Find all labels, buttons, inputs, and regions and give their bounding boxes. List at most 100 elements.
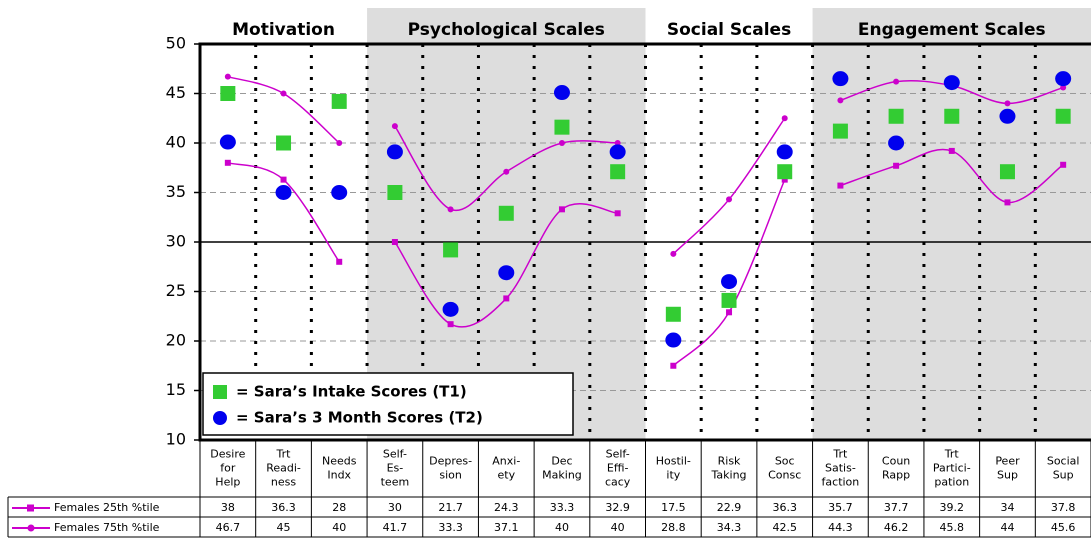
table-cell: 37.7 [884, 501, 909, 514]
percentile-marker [280, 176, 287, 183]
score-marker [220, 86, 236, 101]
percentile-marker [224, 159, 231, 166]
table-cell: 33.3 [438, 521, 463, 534]
data-table: Desire for Help Trt Readi-ness Needs Indx Self-… [7, 440, 1091, 538]
table-cell: 40 [611, 521, 625, 534]
table-cell: 38 [221, 501, 235, 514]
y-tick-label: 10 [166, 430, 186, 449]
category-label: Coun Rapp [882, 455, 910, 482]
percentile-marker [1004, 100, 1011, 107]
percentile-marker [280, 90, 287, 97]
table-cell: 34.3 [717, 521, 742, 534]
grid: 10 15 20 25 30 35 40 45 50 [166, 34, 1091, 449]
category-label: Hostil-ity [656, 455, 691, 482]
score-marker [443, 242, 459, 258]
category-label: Depres-sion [429, 455, 472, 482]
percentile-marker [447, 206, 454, 213]
percentile-marker [781, 176, 788, 183]
category-label: Trt Partici-pation [933, 448, 971, 489]
score-marker [276, 135, 292, 151]
table-cell: 28 [332, 501, 346, 514]
group-header: Engagement Scales [858, 20, 1046, 40]
percentile-marker [558, 206, 565, 213]
score-marker [665, 332, 682, 348]
percentile-marker [670, 362, 677, 369]
category-label: Self-Es-teem [381, 448, 410, 489]
marks [219, 71, 1072, 369]
score-marker [219, 134, 236, 150]
percentile-marker [893, 162, 900, 169]
percentile-marker [948, 147, 955, 154]
percentile-marker [837, 182, 844, 189]
percentile-line [672, 179, 786, 367]
score-marker [331, 93, 347, 109]
percentile-marker [893, 78, 900, 85]
y-tick-label: 40 [166, 133, 186, 152]
group-header: Social Scales [667, 20, 791, 40]
percentile-marker [837, 97, 844, 104]
table-cell: 42.5 [772, 521, 797, 534]
y-tick-label: 25 [166, 281, 186, 300]
table-cell: 40 [555, 521, 569, 534]
table-cell: 35.7 [828, 501, 853, 514]
percentile-marker [503, 295, 510, 302]
table-cell: 45.6 [1051, 521, 1076, 534]
percentile-marker [391, 123, 398, 130]
group-shade [367, 8, 646, 440]
score-marker [943, 75, 960, 91]
score-marker [275, 185, 292, 200]
background: Motivation Psychological Scales Social Sca… [232, 8, 1091, 440]
percentile-line [227, 75, 340, 144]
table-cell: 24.3 [494, 501, 519, 514]
score-marker [387, 185, 403, 200]
table-cell: 21.7 [438, 501, 463, 514]
score-marker [888, 108, 904, 124]
percentile-marker [336, 140, 343, 146]
table-cell: 46.7 [216, 521, 241, 534]
legend-marker [213, 385, 227, 399]
percentile-marker [726, 309, 733, 316]
category-label: Trt Readi-ness [266, 448, 301, 489]
table-cell: 41.7 [383, 521, 408, 534]
score-marker [610, 164, 626, 180]
group-shade [812, 8, 1091, 440]
percentile-line [672, 117, 786, 255]
category-label: Desire for Help [210, 448, 245, 489]
table-cell: 36.3 [772, 501, 797, 514]
score-marker [999, 164, 1015, 180]
category-label: Soc Consc [768, 455, 801, 482]
score-marker [553, 85, 570, 101]
score-marker [832, 71, 849, 87]
score-marker [721, 292, 737, 308]
y-tick-label: 30 [166, 232, 186, 251]
score-marker [944, 108, 960, 124]
y-tick-label: 50 [166, 34, 186, 53]
table-cell: 36.3 [271, 501, 296, 514]
plot-frame [198, 42, 1091, 442]
row-legend-marker [27, 524, 35, 532]
y-tick-label: 20 [166, 331, 186, 350]
table-cell: 37.1 [494, 521, 519, 534]
category-label: Risk Taking [711, 455, 747, 482]
score-marker [721, 274, 738, 290]
legend: = Sara’s Intake Scores (T1) = Sara’s 3 Mo… [202, 372, 574, 436]
row-legend-marker [27, 504, 34, 512]
legend-label: = Sara’s 3 Month Scores (T2) [236, 409, 483, 427]
score-marker [888, 135, 905, 151]
table-cell: 32.9 [605, 501, 630, 514]
score-marker [777, 164, 793, 180]
table-cell: 46.2 [884, 521, 909, 534]
category-label: Anxi-ety [492, 455, 520, 482]
score-marker [1055, 71, 1072, 87]
category-label: Trt Satis-faction [822, 448, 860, 489]
percentile-marker [670, 250, 677, 257]
table-cell: 45 [277, 521, 291, 534]
percentile-marker [1060, 161, 1067, 168]
percentile-marker [447, 321, 454, 328]
table-cell: 44.3 [828, 521, 853, 534]
score-marker [554, 119, 570, 135]
score-marker [498, 265, 515, 281]
percentile-marker [391, 239, 398, 245]
score-marker [331, 185, 348, 200]
category-label: Social Sup [1047, 455, 1080, 482]
